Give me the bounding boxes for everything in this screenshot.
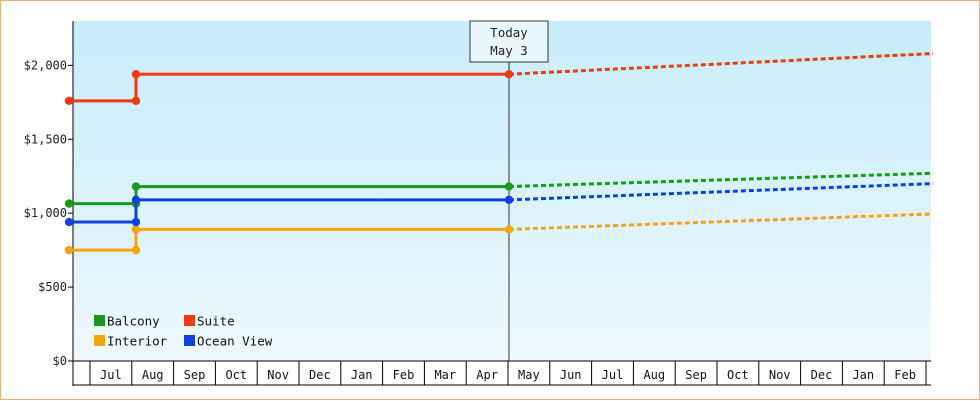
suite-forecast-line	[508, 52, 934, 76]
legend-label-balcony: Balcony	[107, 314, 160, 329]
legend-label-suite: Suite	[197, 314, 235, 329]
y-tick-label: $2,000	[24, 58, 67, 72]
ocean-view-point	[131, 217, 141, 227]
month-label: Oct	[727, 368, 749, 382]
month-label: Mar	[434, 368, 456, 382]
month-label: Feb	[894, 368, 916, 382]
legend-swatch-ocean-view	[184, 335, 195, 346]
interior-actual-line	[69, 227, 509, 252]
balcony-actual-line	[69, 185, 509, 206]
balcony-forecast-line	[508, 171, 934, 189]
month-label: Jun	[560, 368, 582, 382]
today-box	[469, 20, 549, 63]
interior-point	[131, 245, 141, 255]
month-label: Sep	[184, 368, 206, 382]
interior-point	[131, 225, 141, 234]
legend-swatch-balcony	[94, 315, 105, 326]
balcony-point	[64, 199, 74, 208]
series-lines	[64, 52, 934, 255]
suite-point	[131, 96, 141, 106]
suite-point	[131, 70, 141, 79]
month-label: Dec	[811, 368, 833, 382]
x-axis: Jul Aug Sep Oct Nov Dec Jan Feb Mar Apr May Jun Jul A…	[73, 361, 931, 386]
y-tick-label: $0	[53, 354, 67, 368]
month-label: May	[518, 368, 540, 382]
ocean-view-point	[64, 217, 74, 227]
month-label: Feb	[393, 368, 415, 382]
ocean-view-point	[131, 195, 141, 205]
month-label: Jul	[602, 368, 624, 382]
month-label: Jul	[100, 368, 122, 382]
legend-swatch-suite	[184, 315, 195, 326]
ocean-view-actual-line	[69, 198, 509, 224]
month-label: Aug	[643, 368, 665, 382]
today-label: Today	[490, 25, 528, 40]
today-marker: Today May 3	[469, 20, 549, 361]
month-label: Sep	[685, 368, 707, 382]
today-date: May 3	[490, 43, 528, 58]
ocean-view-forecast-line	[508, 182, 934, 202]
y-tick-label: $500	[38, 280, 67, 294]
y-tick-label: $1,500	[24, 132, 67, 146]
month-label: Jan	[852, 368, 874, 382]
month-label: Jan	[351, 368, 373, 382]
month-label: Aug	[142, 368, 164, 382]
interior-forecast-line	[508, 212, 934, 231]
month-label: Nov	[267, 368, 289, 382]
legend: Balcony Suite Interior Ocean View	[94, 314, 273, 349]
month-label: Dec	[309, 368, 331, 382]
y-axis: $0 $500 $1,000 $1,500 $2,000	[24, 21, 931, 386]
month-label: Oct	[225, 368, 247, 382]
legend-label-ocean-view: Ocean View	[197, 334, 273, 349]
suite-actual-line	[69, 72, 509, 103]
month-label: Apr	[476, 368, 498, 382]
y-tick-label: $1,000	[24, 206, 67, 220]
plot-background	[73, 21, 931, 361]
balcony-point	[131, 182, 141, 191]
legend-label-interior: Interior	[107, 334, 168, 349]
suite-point	[64, 96, 74, 106]
interior-point	[64, 245, 74, 255]
legend-swatch-interior	[94, 335, 105, 346]
month-label: Nov	[769, 368, 791, 382]
